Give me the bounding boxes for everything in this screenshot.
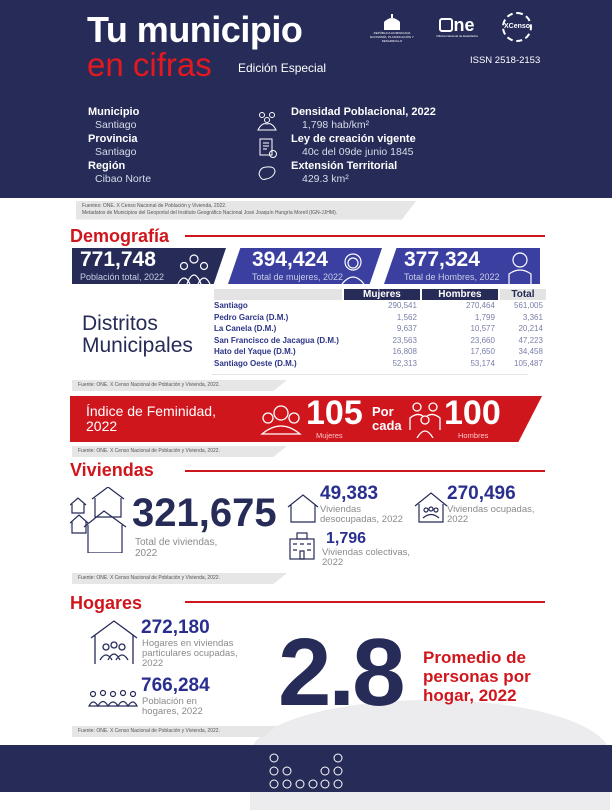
densidad-value: 1,798 hab/km²	[302, 119, 370, 131]
feminidad-banner: Índice de Feminidad, 2022 105 Mujeres Por…	[70, 396, 542, 442]
household-icon	[90, 620, 138, 664]
men-index: 100	[444, 394, 501, 432]
cell-value: 3,361	[522, 312, 543, 322]
header-sources: Fuentes: ONE. X Censo Nacional de Poblac…	[76, 201, 416, 220]
hogares-label: Hogares en viviendas particulares ocupada…	[142, 638, 238, 669]
man-icon	[508, 252, 532, 284]
map-outline-icon	[258, 166, 276, 180]
distritos-title: Distritos Municipales	[82, 312, 193, 357]
table-row: Pedro García (D.M.) 1,562 1,799 3,361	[214, 312, 546, 324]
source-note: Fuente: ONE. X Censo Nacional de Poblaci…	[72, 726, 277, 737]
district-name: La Canela (D.M.)	[214, 324, 277, 334]
title-line1: Tu municipio	[87, 9, 303, 50]
men-group-icon	[409, 402, 441, 438]
one-logo: ne Oficina Nacional de Estadística	[436, 15, 478, 38]
section-title-viviendas: Viviendas	[70, 460, 154, 480]
district-name: Hato del Yaque (D.M.)	[214, 347, 296, 357]
cell-value: 47,223	[518, 335, 543, 345]
cell-value: 16,808	[392, 347, 417, 357]
table-row: San Francisco de Jacagua (D.M.) 23,563 23,…	[214, 335, 546, 347]
extension-label: Extensión Territorial	[291, 160, 398, 172]
footer-banner	[0, 745, 612, 792]
cell-value: 53,174	[470, 358, 495, 368]
cell-value: 17,650	[470, 347, 495, 357]
divider	[185, 601, 545, 603]
source-note: Fuente: ONE. X Censo Nacional de Poblaci…	[72, 446, 287, 457]
people-group-icon	[257, 112, 277, 131]
promedio-personas: 2.8	[278, 619, 405, 726]
district-name: Santiago Oeste (D.M.)	[214, 358, 297, 368]
divider	[185, 470, 545, 472]
cell-value: 9,637	[396, 324, 417, 334]
document-check-icon	[259, 138, 277, 158]
divider	[212, 374, 528, 375]
table-row: Santiago Oeste (D.M.) 52,313 53,174 105,487	[214, 358, 546, 370]
xcenso-logo: XCenso	[497, 12, 537, 48]
cell-value: 561,005	[514, 301, 543, 311]
table-row: La Canela (D.M.) 9,637 10,577 20,214	[214, 323, 546, 335]
cell-value: 10,577	[470, 324, 495, 334]
table-row: Santiago 290,541 270,464 561,005	[214, 300, 546, 312]
viviendas-desocupadas: 49,383	[320, 483, 379, 504]
cell-value: 290,541	[388, 301, 417, 311]
total-viviendas-label: Total de viviendas, 2022	[135, 537, 218, 559]
stat-hombres: 377,324 Total de Hombres, 2022	[384, 248, 540, 284]
region-label: Región	[88, 160, 126, 172]
house-occupied-icon	[414, 492, 448, 523]
districts-table: Mujeres Hombres Total Santiago 290,541 270,4…	[212, 289, 548, 369]
building-icon	[289, 532, 315, 560]
section-title-demografia: Demografía	[70, 226, 170, 246]
divider	[185, 235, 545, 237]
women-index: 105	[306, 394, 363, 432]
extension-value: 429.3 km²	[302, 173, 349, 185]
municipio-label: Municipio	[88, 106, 140, 118]
cell-value: 270,464	[466, 301, 495, 311]
cell-value: 105,487	[514, 358, 543, 368]
women-group-icon	[260, 405, 302, 435]
ministry-logo: REPÚBLICA DOMINICANA ECONOMÍA, PLANIFICAC…	[366, 14, 418, 44]
desocupadas-label: Viviendas desocupadas, 2022	[320, 504, 403, 525]
cell-value: 23,563	[392, 335, 417, 345]
family-icon	[177, 254, 211, 284]
woman-icon	[341, 253, 365, 284]
provincia-value: Santiago	[95, 146, 137, 158]
title-line2: en cifras	[87, 46, 212, 83]
issn: ISSN 2518-2153	[470, 55, 541, 66]
viviendas-ocupadas: 270,496	[447, 483, 516, 504]
colectivas-label: Viviendas colectivas, 2022	[322, 547, 411, 568]
region-value: Cibao Norte	[95, 173, 152, 185]
ley-label: Ley de creación vigente	[291, 133, 416, 145]
stat-poblacion-total: 771,748 Población total, 2022	[72, 248, 226, 284]
poblacion-hogares: 766,284	[141, 675, 210, 696]
cell-value: 23,660	[470, 335, 495, 345]
promedio-label: Promedio de personas por hogar, 2022	[423, 648, 531, 705]
district-name: San Francisco de Jacagua (D.M.)	[214, 335, 339, 345]
table-row: Hato del Yaque (D.M.) 16,808 17,650 34,458	[214, 346, 546, 358]
municipio-value: Santiago	[95, 119, 137, 131]
cell-value: 52,313	[392, 358, 417, 368]
source-note: Fuente: ONE. X Censo Nacional de Poblaci…	[72, 380, 287, 391]
cell-value: 34,458	[518, 347, 543, 357]
stat-mujeres: 394,424 Total de mujeres, 2022	[228, 248, 382, 284]
cell-value: 1,562	[396, 312, 417, 322]
house-empty-icon	[287, 494, 319, 523]
district-name: Pedro García (D.M.)	[214, 312, 289, 322]
district-name: Santiago	[214, 301, 248, 311]
ley-value: 40c del 09de junio 1845	[302, 146, 414, 158]
provincia-label: Provincia	[88, 133, 138, 145]
ocupadas-label: Viviendas ocupadas, 2022	[447, 504, 535, 525]
cell-value: 1,799	[474, 312, 495, 322]
section-title-hogares: Hogares	[70, 593, 143, 613]
population-icon	[88, 689, 138, 708]
source-note: Fuente: ONE. X Censo Nacional de Poblaci…	[72, 573, 287, 584]
edition-label: Edición Especial	[238, 61, 327, 75]
total-viviendas: 321,675	[132, 491, 277, 535]
houses-icon	[70, 487, 127, 553]
cell-value: 20,214	[518, 324, 543, 334]
densidad-label: Densidad Poblacional, 2022	[291, 106, 436, 118]
hogares-count: 272,180	[141, 617, 210, 638]
dots-logo-icon	[269, 753, 343, 789]
viviendas-colectivas: 1,796	[326, 530, 367, 547]
poblacion-label: Población en hogares, 2022	[142, 696, 203, 717]
